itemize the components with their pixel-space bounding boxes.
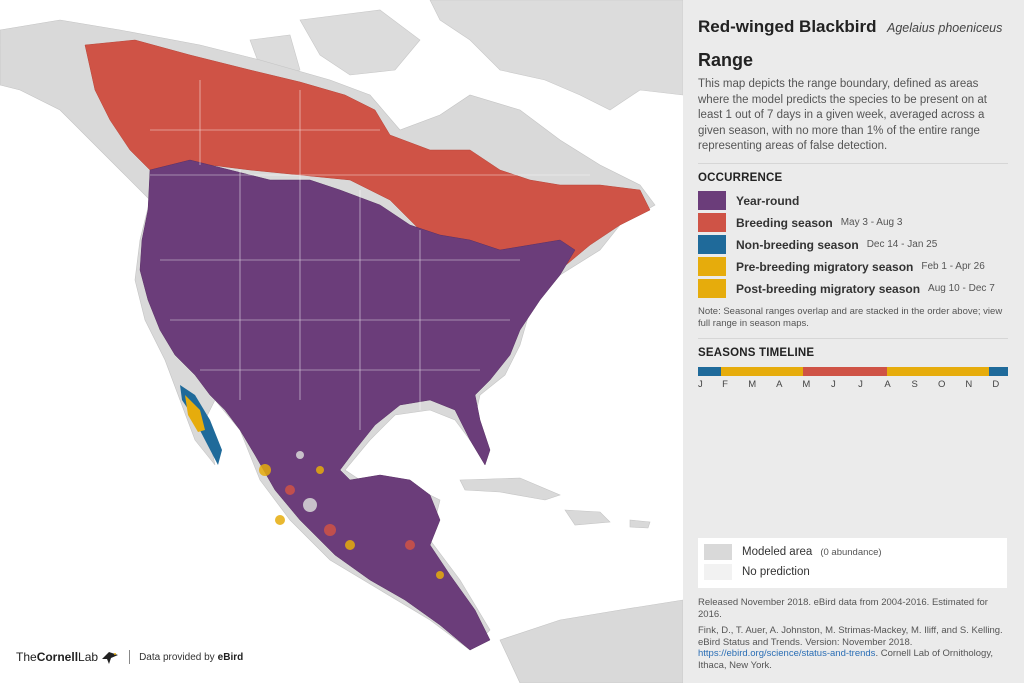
legend-dates: May 3 - Aug 3 xyxy=(840,217,903,229)
legend-label: Non-breeding season xyxy=(736,237,859,252)
timeline-segment-pre-breeding xyxy=(721,366,804,376)
timeline-segment-post-breeding xyxy=(887,366,990,376)
timeline-month-label: D xyxy=(992,378,1000,390)
legend-label: Breeding season xyxy=(736,215,833,230)
info-panel: Red-winged Blackbird Agelaius phoeniceus… xyxy=(683,0,1024,683)
footer-credits: Released November 2018. eBird data from … xyxy=(698,597,1008,677)
legend-label: Modeled area xyxy=(742,546,813,558)
timeline-segment-breeding xyxy=(803,366,888,376)
greenland-land xyxy=(429,0,683,111)
status-trends-link[interactable]: https://ebird.org/science/status-and-tre… xyxy=(698,648,876,660)
legend-swatch xyxy=(698,213,726,233)
brand-cornell: Cornell xyxy=(36,650,79,664)
extra-legend: Modeled area (0 abundance) No prediction xyxy=(698,538,1007,588)
section-title: Range xyxy=(698,50,754,70)
legend-swatch xyxy=(704,544,732,560)
mexico-speckle xyxy=(259,451,444,579)
brand-the: The xyxy=(16,650,37,664)
legend-swatch xyxy=(698,279,726,299)
citation-text: Fink, D., T. Auer, A. Johnston, M. Strim… xyxy=(698,625,1003,648)
year-round-range xyxy=(139,159,576,651)
brand-bar: The Cornell Lab Data provided by eBird xyxy=(16,648,243,666)
timeline-month-label: F xyxy=(722,378,728,390)
overlap-note: Note: Seasonal ranges overlap and are st… xyxy=(698,305,1003,329)
legend-dates: Dec 14 - Jan 25 xyxy=(866,239,938,251)
species-scientific-name: Agelaius phoeniceus xyxy=(886,21,1003,35)
timeline-month-label: N xyxy=(965,378,973,390)
legend-item-nonbreeding: Non-breeding season Dec 14 - Jan 25 xyxy=(698,234,1008,256)
legend-item-postbreeding: Post-breeding migratory season Aug 10 - … xyxy=(698,278,1008,300)
legend-label: Pre-breeding migratory season xyxy=(736,259,914,274)
timeline-segment-non-breeding xyxy=(989,366,1008,376)
legend-item-no-prediction: No prediction xyxy=(704,564,810,580)
legend-label: Post-breeding migratory season xyxy=(736,281,921,296)
timeline-month-label: M xyxy=(748,378,757,390)
timeline-month-label: O xyxy=(938,378,946,390)
brand-separator xyxy=(129,650,131,664)
map-svg xyxy=(0,0,683,683)
species-title-row: Red-winged Blackbird Agelaius phoeniceus xyxy=(698,17,1008,41)
occurrence-heading: OCCURRENCE xyxy=(698,171,783,184)
citation: Fink, D., T. Auer, A. Johnston, M. Strim… xyxy=(698,625,1008,671)
legend-dates: Feb 1 - Apr 26 xyxy=(921,261,985,273)
timeline-month-label: A xyxy=(776,378,783,390)
legend-dates: Aug 10 - Dec 7 xyxy=(928,283,995,295)
legend-item-year-round: Year-round xyxy=(698,190,1008,212)
species-common-name: Red-winged Blackbird xyxy=(698,17,877,36)
release-note: Released November 2018. eBird data from … xyxy=(698,597,988,620)
timeline-month-label: S xyxy=(911,378,918,390)
legend-swatch xyxy=(698,235,726,255)
timeline-month-label: J xyxy=(831,378,836,390)
legend-label: Year-round xyxy=(736,193,800,208)
legend-swatch xyxy=(704,564,732,580)
timeline-segment-non-breeding xyxy=(698,366,722,376)
cornell-bird-logo-icon xyxy=(102,652,119,664)
caribbean-islands xyxy=(459,477,651,529)
timeline-month-label: A xyxy=(884,378,891,390)
range-map xyxy=(0,0,683,683)
divider xyxy=(698,162,1008,164)
legend-item-prebreeding: Pre-breeding migratory season Feb 1 - Ap… xyxy=(698,256,1008,278)
seasons-timeline-bar xyxy=(698,366,1008,376)
timeline-month-label: M xyxy=(802,378,811,390)
legend-item-breeding: Breeding season May 3 - Aug 3 xyxy=(698,212,1008,234)
admin-borders xyxy=(150,80,590,430)
occurrence-legend: Year-round Breeding season May 3 - Aug 3… xyxy=(698,190,1008,300)
range-description: This map depicts the range boundary, def… xyxy=(698,78,987,153)
legend-item-modeled-area: Modeled area (0 abundance) xyxy=(704,544,882,560)
ebird-logo-text: eBird xyxy=(217,651,244,663)
data-provided-text: Data provided by xyxy=(139,651,215,663)
brand-lab: Lab xyxy=(78,650,99,664)
legend-swatch xyxy=(698,257,726,277)
timeline-month-label: J xyxy=(698,378,703,390)
legend-swatch xyxy=(698,191,726,211)
south-america-land xyxy=(499,599,683,683)
legend-label: No prediction xyxy=(742,566,810,578)
divider xyxy=(698,337,1008,339)
timeline-month-label: J xyxy=(858,378,863,390)
legend-sublabel: (0 abundance) xyxy=(820,546,882,558)
migratory-range xyxy=(185,395,205,432)
citation-tail: . Cornell Lab of Ornithology, Ithaca, Ne… xyxy=(698,648,994,671)
timeline-heading: SEASONS TIMELINE xyxy=(698,346,815,359)
